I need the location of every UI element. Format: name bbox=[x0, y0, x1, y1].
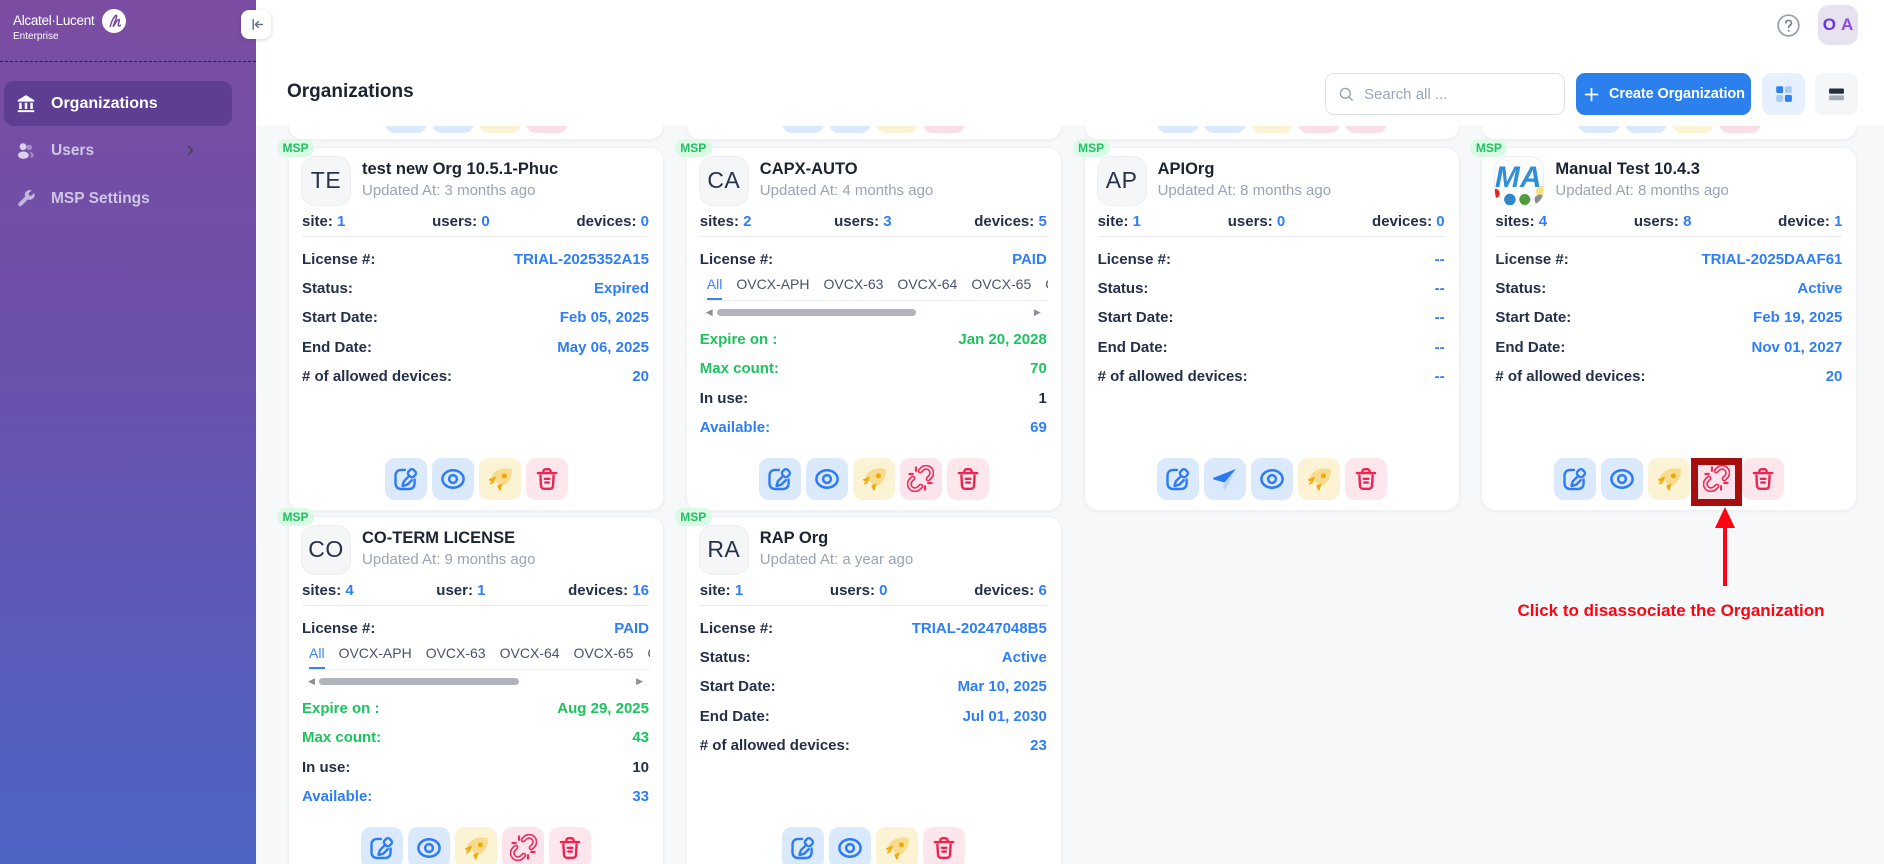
svg-text:A: A bbox=[1519, 161, 1542, 194]
svg-text:M: M bbox=[1495, 161, 1521, 194]
